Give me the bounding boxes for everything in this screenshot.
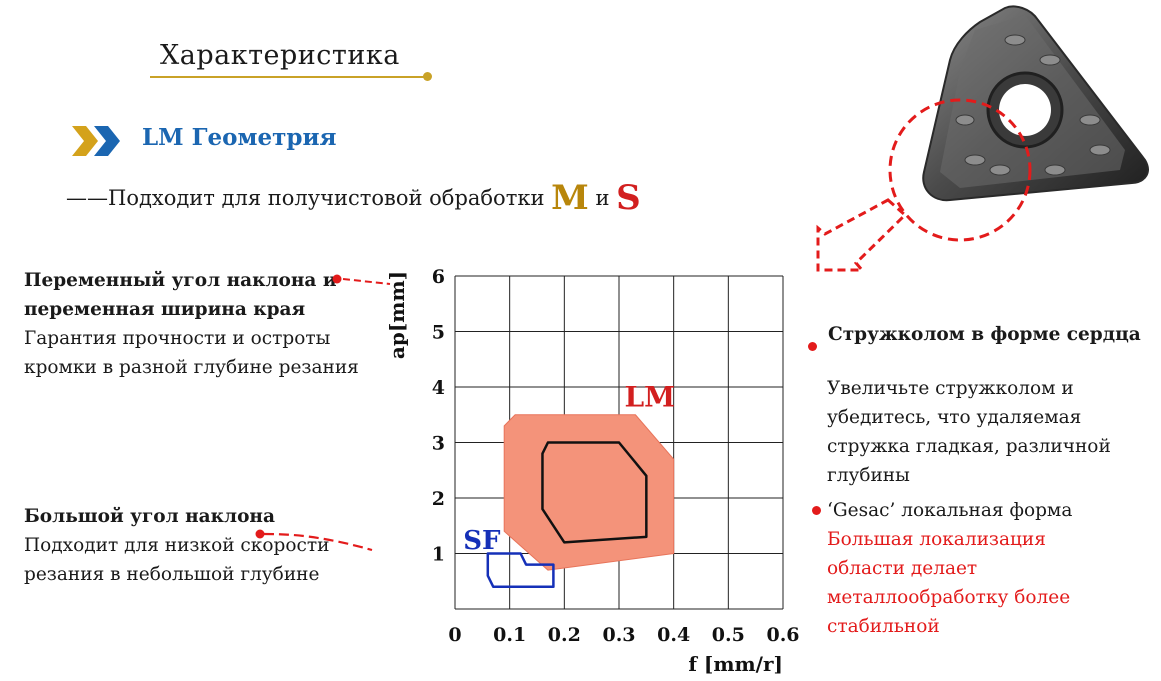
title-underline [150,76,428,78]
annotation-bold-1b: переменная ширина края [24,299,306,320]
annotation-heart-chipbreaker: Стружколом в форме сердца [806,320,1146,349]
annotation-heart-text: Увеличьте стружколом и убедитесь, что уд… [827,374,1147,490]
annotation-text-3d: глубины [827,465,910,486]
region-lm-core [541,441,648,544]
annotation-variable-rake: Переменный угол наклона и переменная шир… [24,266,364,382]
x-tick-label: 0.1 [493,624,526,646]
insert-hole [999,84,1051,136]
x-tick-label: 0.6 [766,624,799,646]
x-tick-label: 0 [448,624,461,646]
title-underline-dot [423,72,432,81]
bullet-dot-1 [808,342,817,351]
annotation-large-rake: Большой угол наклона Подходит для низкой… [24,502,364,589]
y-tick-label: 2 [432,488,445,510]
x-tick-label: 0.2 [548,624,581,646]
annotation-red-4d: стабильной [827,616,940,637]
x-tick-label: 0.5 [712,624,745,646]
double-chevron-icon [72,126,120,156]
region-lm [503,414,675,571]
annotation-text-2a: Подходит для низкой скорости [24,535,330,556]
y-tick-label: 3 [432,433,445,455]
leader-line-1 [332,274,391,285]
application-chart: LM SF 0 0.1 0.2 0.3 0.4 0.5 0.6 1 2 3 4 5 6 f [mm/r] ap[… [385,266,800,676]
y-tick-label: 4 [432,377,445,399]
dashed-arrow-icon [816,198,908,272]
x-axis-title: f [mm/r] [688,652,783,676]
annotation-bold-3: Стружколом в форме сердца [828,324,1141,345]
subtitle-and: и [595,186,610,210]
y-tick-label: 1 [432,544,445,566]
annotation-bold-1a: Переменный угол наклона и [24,270,337,291]
annotation-text-3a: Увеличьте стружколом и [827,378,1074,399]
chart-labels: LM SF 0 0.1 0.2 0.3 0.4 0.5 0.6 1 2 3 4 5 6 f [mm/r] ap[… [385,266,800,676]
subtitle-m: M [551,178,589,218]
annotation-red-4b: области делает [827,558,978,579]
x-tick-label: 0.3 [602,624,635,646]
annotation-text-2b: резания в небольшой глубине [24,564,320,585]
leader-line-2 [255,529,373,552]
subtitle-s: S [616,178,641,218]
annotation-text-4: ‘Gesac’ локальная форма [827,500,1073,521]
chart-regions [486,414,675,589]
annotation-text-3c: стружка гладкая, различной [827,436,1111,457]
region-label-lm: LM [624,380,675,413]
annotation-bold-2: Большой угол наклона [24,506,275,527]
region-label-sf: SF [463,526,501,556]
subtitle-text: ——Подходит для получистовой обработки [66,186,545,210]
annotation-gesac: ‘Gesac’ локальная форма Большая локализа… [827,496,1147,641]
annotation-text-1a: Гарантия прочности и остроты [24,328,331,349]
dashed-circle-icon [888,98,1032,242]
bullet-dot-2 [812,506,821,515]
annotation-red-4a: Большая локализация [827,529,1046,550]
region-sf [486,552,555,589]
page-title: Характеристика [160,40,400,71]
insert-image [816,5,1149,272]
y-tick-label: 6 [432,266,445,288]
y-tick-label: 5 [432,322,445,344]
y-axis-title: ap[mm] [385,271,409,359]
subtitle: ——Подходит для получистовой обработки M … [66,178,641,218]
annotation-red-4c: металлообработку более [827,587,1071,608]
annotation-text-1b: кромки в разной глубине резания [24,357,359,378]
geometry-title: LM Геометрия [142,124,337,151]
x-tick-label: 0.4 [657,624,690,646]
annotation-text-3b: убедитесь, что удаляемая [827,407,1082,428]
